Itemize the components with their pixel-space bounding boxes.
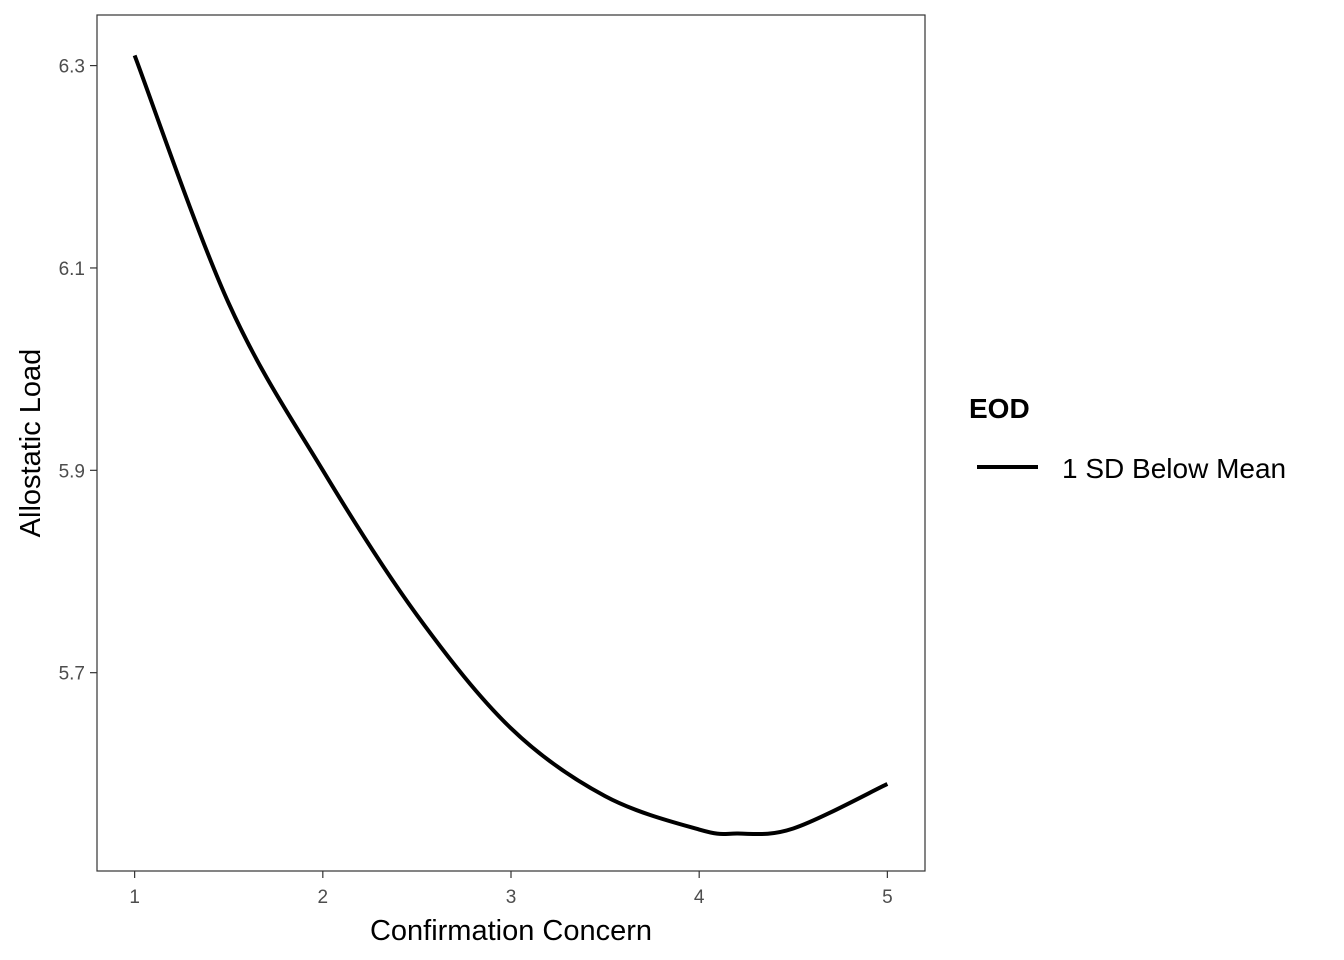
y-tick-label: 5.9 xyxy=(59,461,85,482)
y-tick-label: 5.7 xyxy=(59,664,85,685)
x-axis: 1 2 3 4 5 xyxy=(129,871,893,908)
series-line xyxy=(132,54,889,837)
y-axis-title: Allostatic Load xyxy=(15,349,47,538)
x-tick-label: 1 xyxy=(129,887,140,908)
series-layer xyxy=(132,54,889,837)
x-tick-label: 5 xyxy=(882,887,893,908)
x-tick-label: 3 xyxy=(506,887,517,908)
legend-title: EOD xyxy=(969,393,1030,424)
y-tick-label: 6.1 xyxy=(59,259,85,280)
x-tick-label: 4 xyxy=(694,887,705,908)
x-axis-title: Confirmation Concern xyxy=(370,915,652,947)
legend: EOD 1 SD Below Mean xyxy=(969,393,1286,484)
y-tick-label: 6.3 xyxy=(59,57,85,78)
legend-label: 1 SD Below Mean xyxy=(1062,453,1286,484)
y-axis: 5.7 5.9 6.1 6.3 xyxy=(59,57,97,685)
x-tick-label: 2 xyxy=(318,887,329,908)
plot-panel xyxy=(96,14,926,872)
